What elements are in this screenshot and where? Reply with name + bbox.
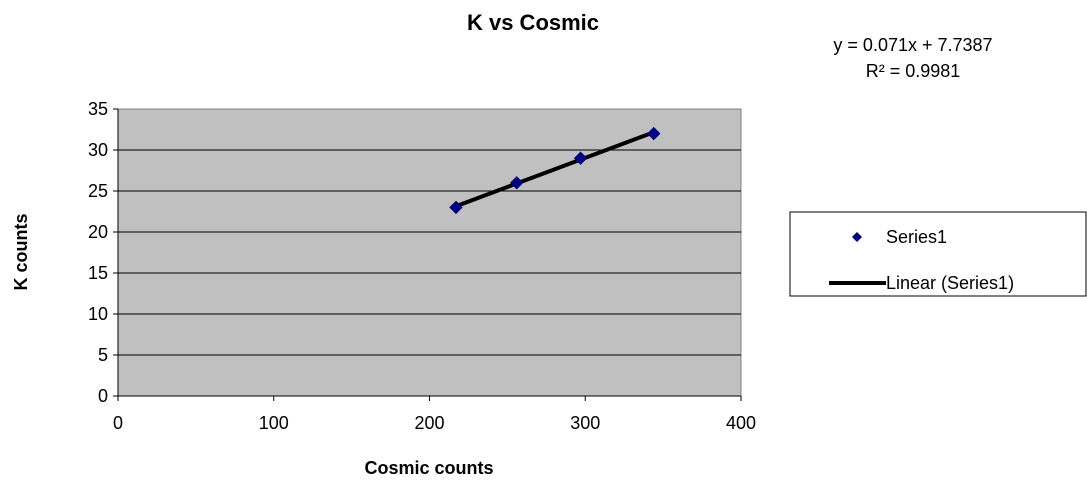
y-tick-label: 15: [88, 263, 108, 283]
chart-title: K vs Cosmic: [467, 10, 599, 35]
axes: [113, 108, 742, 401]
trendline-r-squared: R² = 0.9981: [866, 61, 961, 81]
plot-area: [117, 108, 742, 397]
x-tick-label: 0: [113, 413, 123, 433]
data-point: [647, 126, 661, 141]
x-tick-label: 400: [726, 413, 756, 433]
x-tick-label: 200: [414, 413, 444, 433]
trendline-layer: [455, 130, 655, 209]
trendline-equation: y = 0.071x + 7.7387: [833, 35, 992, 55]
y-tick-label: 0: [98, 386, 108, 406]
x-axis-label: Cosmic counts: [364, 458, 493, 478]
x-tick-label: 100: [259, 413, 289, 433]
trendline: [455, 130, 655, 209]
y-axis-label: K counts: [11, 213, 31, 290]
y-tick-label: 30: [88, 140, 108, 160]
data-point: [449, 200, 463, 215]
data-points: [449, 126, 661, 215]
legend: Series1 Linear (Series1): [789, 211, 1087, 297]
y-tick-label: 5: [98, 345, 108, 365]
y-tick-label: 10: [88, 304, 108, 324]
y-tick-label: 35: [88, 99, 108, 119]
y-tick-label: 25: [88, 181, 108, 201]
data-point: [573, 151, 588, 165]
tick-labels: 0 5 10 15 20 25 30 35 0 100 200 300 400: [88, 99, 756, 433]
legend-diamond-icon: [852, 232, 862, 242]
legend-trendline-label: Linear (Series1): [886, 273, 1014, 293]
gridlines: [118, 149, 741, 356]
x-tick-label: 300: [570, 413, 600, 433]
data-point: [510, 176, 524, 190]
legend-series-label: Series1: [886, 227, 947, 247]
y-tick-label: 20: [88, 222, 108, 242]
